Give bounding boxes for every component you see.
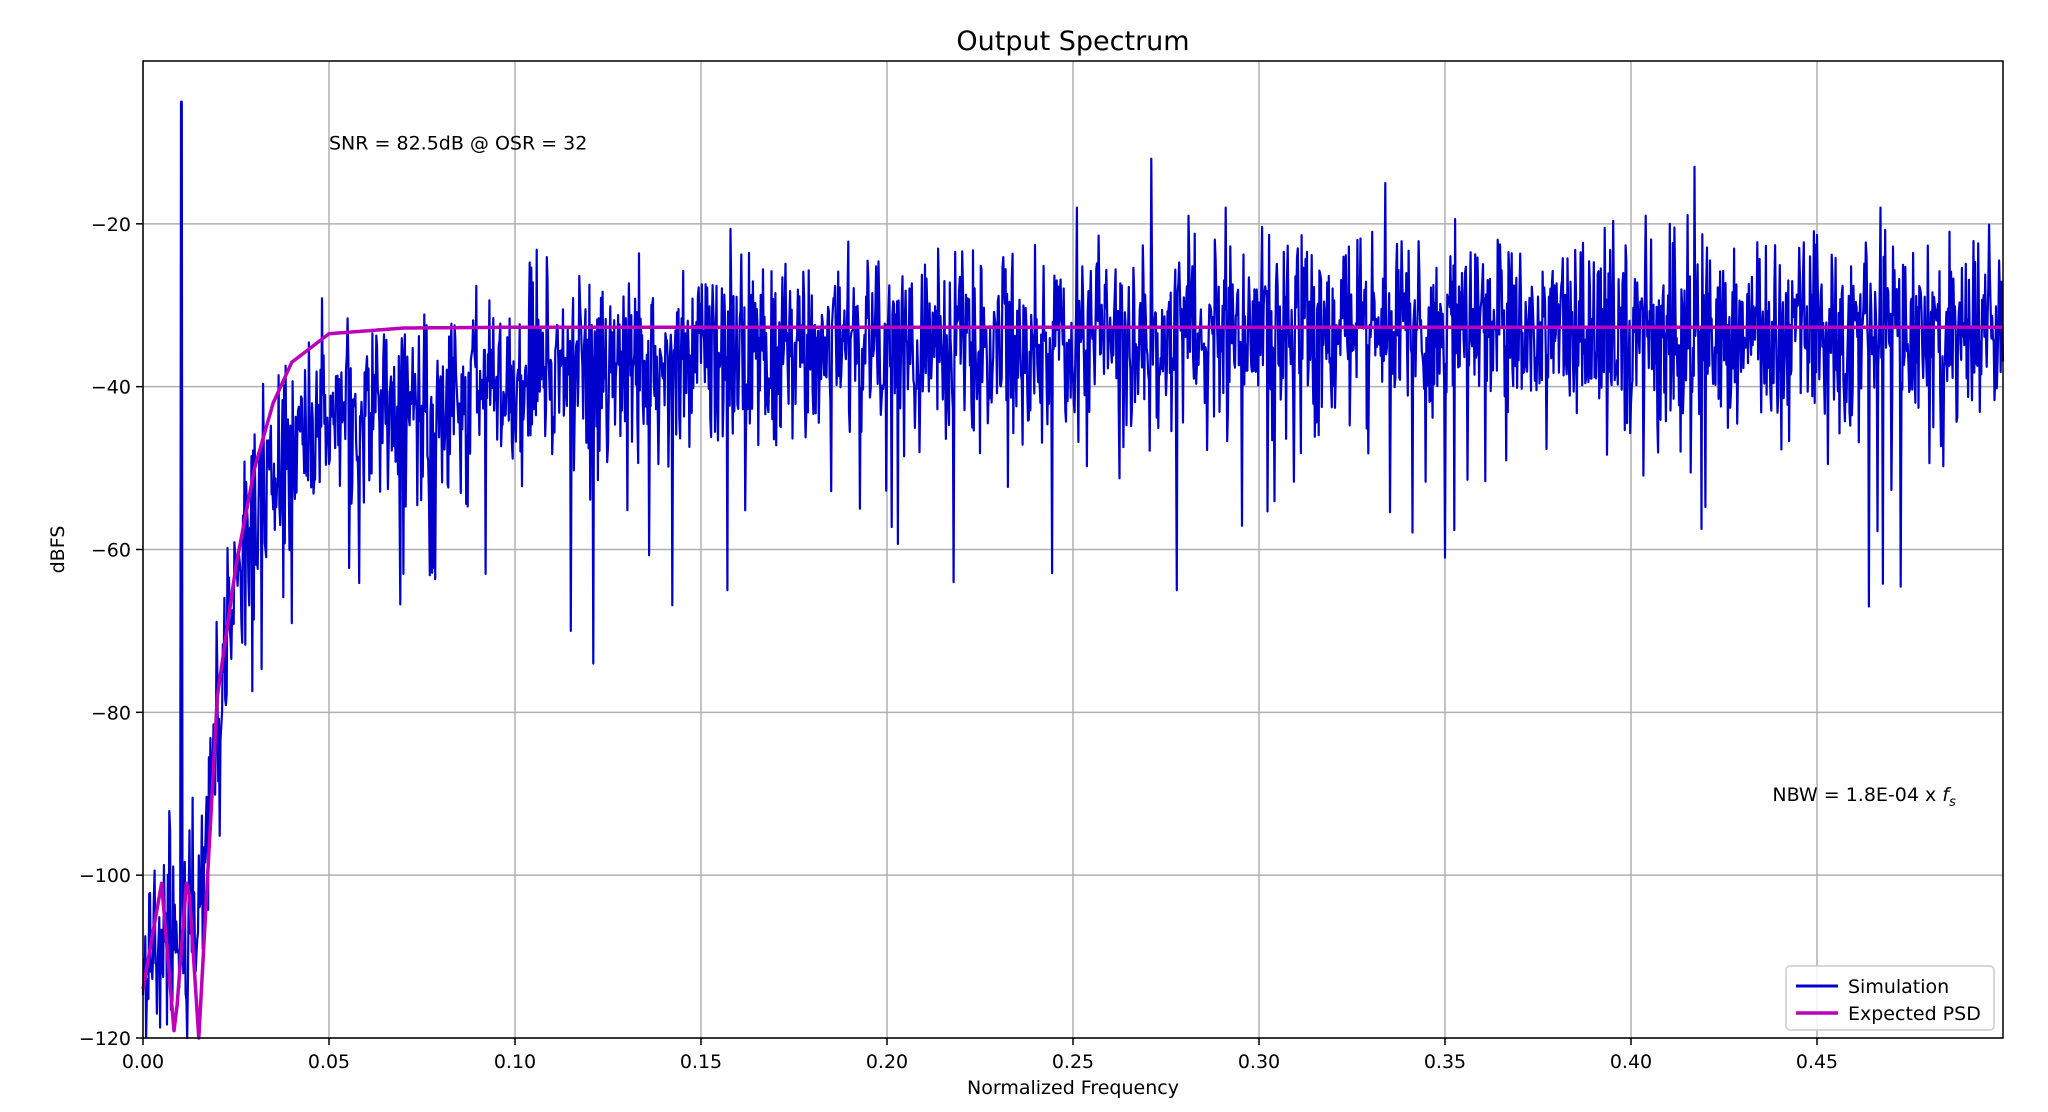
ticks: 0.00 0.05 0.10 0.15 0.20 0.25 0.30 0.35 0.40 0.45… <box>79 214 1838 1073</box>
x-tick-label: 0.10 <box>494 1051 536 1073</box>
x-tick-label: 0.35 <box>1424 1051 1466 1073</box>
series-line-simulation <box>141 100 2005 1040</box>
series-line-expected-psd <box>141 325 2003 1040</box>
chart-title: Output Spectrum <box>956 26 1189 57</box>
y-tick-label: −100 <box>79 865 131 887</box>
x-tick-label: 0.30 <box>1238 1051 1280 1073</box>
snr-annotation: SNR = 82.5dB @ OSR = 32 <box>329 132 587 154</box>
y-tick-label: −20 <box>91 214 131 236</box>
nbw-annotation-sub: s <box>1949 795 1956 810</box>
y-tick-label: −40 <box>91 377 131 399</box>
legend: Simulation Expected PSD <box>1785 965 1995 1031</box>
x-axis-label: Normalized Frequency <box>967 1077 1179 1099</box>
x-tick-label: 0.40 <box>1610 1051 1652 1073</box>
legend-label-expected-psd: Expected PSD <box>1848 1003 1981 1025</box>
y-tick-label: −120 <box>79 1028 131 1050</box>
nbw-annotation-text: NBW = 1.8E-04 x <box>1772 784 1942 806</box>
x-tick-label: 0.25 <box>1052 1051 1094 1073</box>
y-axis-label: dBFS <box>47 526 69 574</box>
legend-label-simulation: Simulation <box>1848 976 1949 998</box>
x-tick-label: 0.00 <box>122 1051 164 1073</box>
x-tick-label: 0.15 <box>680 1051 722 1073</box>
nbw-annotation-italic: f <box>1942 784 1952 806</box>
series-layer <box>141 100 2005 1040</box>
y-tick-label: −60 <box>91 540 131 562</box>
nbw-annotation: NBW = 1.8E-04 x fs <box>1772 784 1956 810</box>
y-tick-label: −80 <box>91 702 131 724</box>
x-tick-label: 0.20 <box>866 1051 908 1073</box>
x-tick-label: 0.45 <box>1796 1051 1838 1073</box>
x-tick-label: 0.05 <box>308 1051 350 1073</box>
